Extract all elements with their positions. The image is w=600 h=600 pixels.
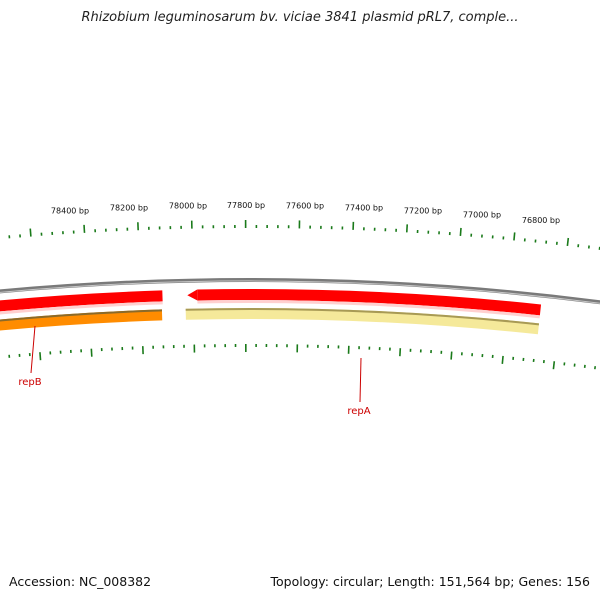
inner-major-tick — [501, 355, 504, 364]
ruler-tick-label: 77200 bp — [404, 206, 442, 215]
backbone-highlight — [0, 280, 600, 304]
inner-major-tick — [552, 361, 556, 370]
gene-label-leader — [359, 357, 362, 403]
genome-stats-text: Topology: circular; Length: 151,564 bp; … — [270, 574, 591, 589]
inner-major-tick — [39, 352, 42, 361]
forward-gene-right-shadow — [197, 300, 540, 319]
forward-gene-arrowhead — [187, 289, 198, 301]
ruler-tick-label: 77000 bp — [463, 211, 501, 220]
forward-gene-left — [0, 290, 163, 312]
gene-label-repB: repB — [18, 377, 41, 388]
forward-gene-left-shadow — [0, 301, 163, 315]
backbone-arc — [0, 278, 600, 305]
outer-tick-track — [8, 220, 600, 250]
forward-gene-right — [197, 289, 542, 316]
ruler-tick-label: 78000 bp — [169, 202, 207, 211]
tick-label-track: 78400 bp 78200 bp 78000 bp 77800 bp 77600 bp… — [51, 201, 560, 225]
repB-gene — [0, 309, 163, 331]
gene-label-leader — [30, 325, 36, 374]
backbone-track — [0, 278, 600, 305]
reverse-gene-track — [0, 308, 540, 335]
ruler-tick-label: 76800 bp — [522, 216, 560, 225]
repA-gene — [185, 308, 540, 335]
ruler-tick-label: 78200 bp — [110, 204, 148, 213]
accession-text: Accession: NC_008382 — [9, 574, 152, 589]
outer-major-tick — [513, 232, 516, 241]
gene-label-track: repB repA — [18, 325, 371, 417]
ruler-tick-label: 77400 bp — [345, 203, 383, 212]
ruler-tick-label: 78400 bp — [51, 207, 89, 216]
repB-gene-edge — [0, 309, 162, 322]
inner-major-tick — [450, 351, 453, 360]
outer-major-tick — [459, 227, 462, 236]
outer-major-tick — [566, 237, 570, 247]
outer-major-tick — [29, 228, 32, 237]
forward-gene-track — [0, 289, 542, 319]
repA-gene-edge — [185, 308, 540, 326]
map-title: Rhizobium leguminosarum bv. viciae 3841 … — [81, 10, 519, 25]
ruler-tick-label: 77800 bp — [227, 201, 265, 210]
gene-label-repA: repA — [347, 406, 370, 417]
ruler-tick-label: 77600 bp — [286, 202, 324, 211]
inner-tick-track — [8, 344, 597, 370]
